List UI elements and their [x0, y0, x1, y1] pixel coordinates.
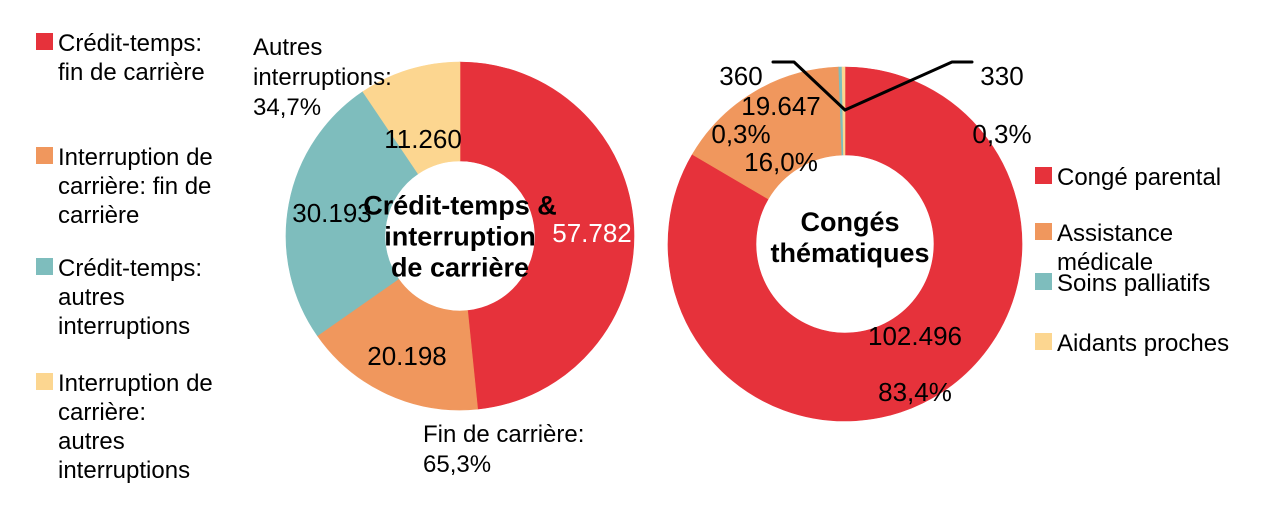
legend-label-conge-parental: Congé parental: [1057, 164, 1222, 191]
legend-item-soins-palliatifs: Soins palliatifs: [1035, 269, 1210, 298]
legend-swatch-aidants-proches: [1035, 333, 1052, 350]
annotation-fin-de-carriere: Fin de carrière: 65,3%: [423, 421, 585, 478]
callout-aidants-proches-value: 330: [980, 61, 1024, 91]
chart-title-conges-thematiques: Congés thématiques: [770, 207, 930, 268]
legend-swatch-interruption-carriere-autres-interruptions: [36, 373, 53, 390]
callout-label-aidants-proches: 330 0,3%: [972, 33, 1031, 178]
legend-item-aidants-proches: Aidants proches: [1035, 329, 1229, 358]
slice-credit-temps-autres-interruptions: [285, 91, 419, 337]
callout-line-soins-palliatifs: [771, 60, 847, 112]
label-conge-parental-value: 102.496: [868, 321, 962, 351]
label-conge-parental-pct: 83,4%: [878, 377, 952, 407]
legend-item-credit-temps-autres-interruptions: Crédit-temps: autres interruptions: [36, 254, 202, 341]
legend-swatch-conge-parental: [1035, 167, 1052, 184]
legend-label-interruption-carriere-autres-interruptions: Interruption de carrière: autres interru…: [58, 370, 213, 484]
slice-credit-temps-fin-de-carriere: [459, 61, 635, 410]
legend-label-assistance-medicale: Assistance médicale: [1057, 220, 1174, 276]
slice-aidants-proches: [841, 66, 846, 156]
label-interruption-carriere-fin-de-carriere: 20.198: [367, 341, 447, 371]
callout-soins-palliatifs-value: 360: [719, 61, 763, 91]
legend-item-interruption-carriere-autres-interruptions: Interruption de carrière: autres interru…: [36, 369, 213, 485]
legend-item-conge-parental: Congé parental: [1035, 163, 1221, 192]
slice-interruption-carriere-fin-de-carriere: [316, 278, 479, 411]
legend-item-assistance-medicale: Assistance médicale: [1035, 219, 1173, 277]
legend-item-interruption-carriere-fin-de-carriere: Interruption de carrière: fin de carrièr…: [36, 143, 213, 230]
donut-credit-temps-interruption: [285, 61, 635, 411]
annotation-autres-interruptions: Autres interruptions: 34,7%: [253, 34, 392, 121]
legend-label-interruption-carriere-fin-de-carriere: Interruption de carrière: fin de carrièr…: [58, 144, 213, 229]
label-assistance-medicale-value: 19.647: [741, 91, 821, 121]
slice-interruption-carriere-autres-interruptions: [362, 61, 461, 175]
legend-label-credit-temps-autres-interruptions: Crédit-temps: autres interruptions: [58, 255, 203, 340]
legend-swatch-soins-palliatifs: [1035, 273, 1052, 290]
label-credit-temps-autres-interruptions: 30.193: [292, 198, 372, 228]
label-assistance-medicale: 19.647 16,0%: [741, 64, 821, 204]
label-credit-temps-fin-de-carriere: 57.782: [552, 218, 632, 248]
slice-conge-parental: [667, 66, 1023, 422]
callout-label-soins-palliatifs: 360 0,3%: [711, 33, 770, 178]
legend-label-soins-palliatifs: Soins palliatifs: [1057, 270, 1211, 297]
label-assistance-medicale-pct: 16,0%: [744, 147, 818, 177]
legend-label-credit-temps-fin-de-carriere: Crédit-temps: fin de carrière: [58, 30, 205, 86]
legend-swatch-credit-temps-autres-interruptions: [36, 258, 53, 275]
slice-assistance-medicale: [691, 66, 843, 200]
chart-title-credit-temps: Crédit-temps & interruption de carrière: [363, 190, 557, 283]
legend-item-credit-temps-fin-de-carriere: Crédit-temps: fin de carrière: [36, 29, 205, 87]
callout-soins-palliatifs-pct: 0,3%: [711, 119, 771, 149]
legend-swatch-interruption-carriere-fin-de-carriere: [36, 147, 53, 164]
legend-swatch-assistance-medicale: [1035, 223, 1052, 240]
legend-label-aidants-proches: Aidants proches: [1057, 330, 1230, 357]
label-conge-parental: 102.496 83,4%: [868, 294, 962, 434]
callout-aidants-proches-pct: 0,3%: [972, 119, 1032, 149]
legend-swatch-credit-temps-fin-de-carriere: [36, 33, 53, 50]
callout-line-aidants-proches: [843, 60, 974, 112]
donut-conges-thematiques: [667, 66, 1023, 422]
label-interruption-carriere-autres-interruptions: 11.260: [384, 124, 462, 154]
